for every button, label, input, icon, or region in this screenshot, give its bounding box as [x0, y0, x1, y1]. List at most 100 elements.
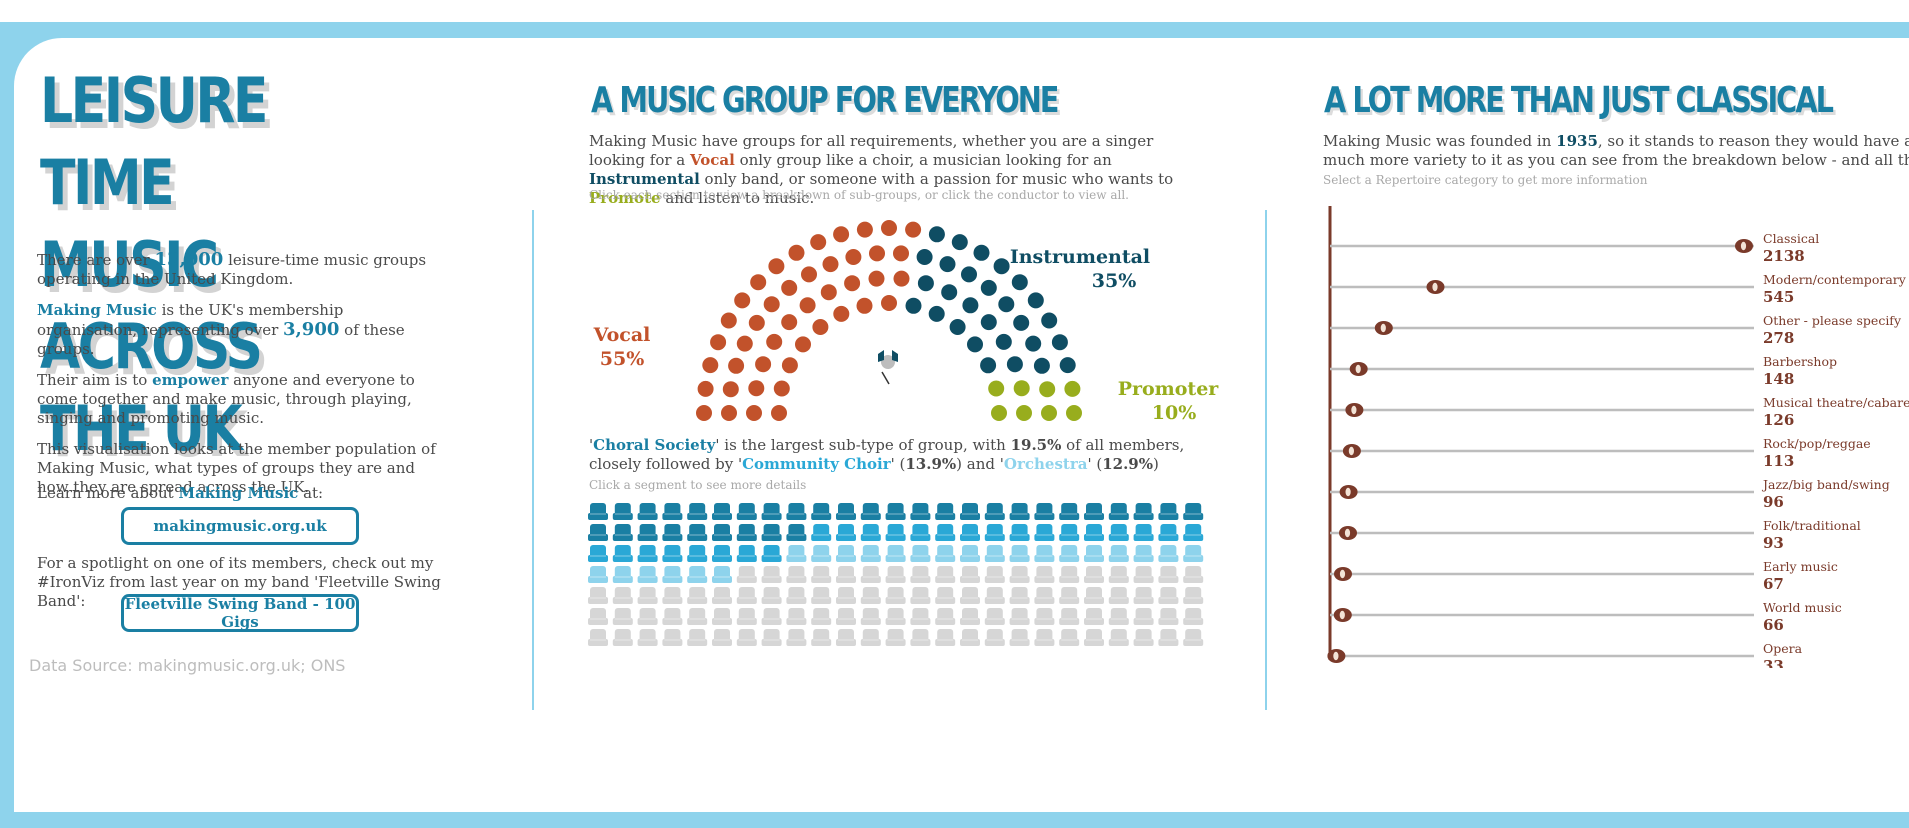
instrumental-seat-dot[interactable] [967, 336, 983, 353]
vocal-seat-dot[interactable] [766, 333, 783, 350]
other-seat[interactable] [687, 608, 708, 625]
other-seat[interactable] [1108, 566, 1129, 583]
vocal-seat-dot[interactable] [720, 312, 737, 329]
other-seat[interactable] [1059, 608, 1080, 625]
category-label-world-music[interactable]: World music [1763, 600, 1842, 615]
instrumental-seat-dot[interactable] [928, 305, 945, 322]
vocal-seat-dot[interactable] [869, 245, 885, 262]
vocal-seat-dot[interactable] [844, 275, 861, 292]
choral-society-seat[interactable] [1034, 503, 1055, 520]
choral-society-seat[interactable] [687, 503, 708, 520]
community-choir-seat[interactable] [761, 545, 782, 562]
other-seat[interactable] [761, 587, 782, 604]
instrumental-seat-dot[interactable] [962, 297, 979, 314]
other-seat[interactable] [662, 629, 683, 646]
other-seat[interactable] [712, 608, 732, 625]
vocal-seat-dot[interactable] [728, 357, 745, 374]
other-seat[interactable] [1158, 629, 1179, 646]
vocal-seat-dot[interactable] [833, 226, 850, 243]
instrumental-seat-dot[interactable] [973, 244, 990, 261]
community-choir-seat[interactable] [984, 524, 1005, 541]
choral-society-seat[interactable] [637, 503, 658, 520]
orchestra-seat[interactable] [637, 566, 658, 583]
vocal-seat-dot[interactable] [881, 220, 897, 236]
promoter-seat-dot[interactable] [988, 380, 1005, 397]
other-seat[interactable] [712, 587, 732, 604]
instrumental-seat-dot[interactable] [1011, 274, 1028, 291]
orchestra-seat[interactable] [662, 566, 683, 583]
other-seat[interactable] [836, 587, 856, 604]
choral-society-seat[interactable] [761, 524, 782, 541]
other-seat[interactable] [1158, 608, 1179, 625]
instrumental-seat-dot[interactable] [928, 226, 945, 243]
other-seat[interactable] [1059, 566, 1080, 583]
other-seat[interactable] [588, 608, 608, 625]
community-choir-seat[interactable] [836, 524, 856, 541]
community-choir-seat[interactable] [1158, 524, 1179, 541]
choral-society-seat[interactable] [712, 524, 732, 541]
category-label-jazz-big-band-swing[interactable]: Jazz/big band/swing [1761, 477, 1890, 492]
other-seat[interactable] [1009, 629, 1030, 646]
instrumental-seat-dot[interactable] [1051, 334, 1068, 351]
other-seat[interactable] [1059, 587, 1080, 604]
promoter-seat-dot[interactable] [1066, 405, 1082, 421]
choral-society-seat[interactable] [736, 503, 757, 520]
other-seat[interactable] [1108, 608, 1129, 625]
other-seat[interactable] [1059, 629, 1080, 646]
community-choir-seat[interactable] [588, 545, 608, 562]
vocal-seat-dot[interactable] [750, 274, 767, 291]
category-label-opera[interactable]: Opera [1763, 641, 1803, 656]
orchestra-seat[interactable] [885, 545, 906, 562]
vocal-seat-dot[interactable] [702, 357, 719, 374]
vocal-seat-dot[interactable] [868, 270, 885, 287]
other-seat[interactable] [1034, 629, 1055, 646]
instrumental-seat-dot[interactable] [905, 297, 922, 314]
other-seat[interactable] [761, 608, 782, 625]
community-choir-seat[interactable] [1009, 524, 1030, 541]
orchestra-seat[interactable] [811, 545, 832, 562]
promoter-seat-dot[interactable] [1041, 405, 1057, 421]
vocal-seat-dot[interactable] [893, 270, 910, 287]
community-choir-seat[interactable] [960, 524, 980, 541]
choral-society-seat[interactable] [662, 503, 683, 520]
other-seat[interactable] [1183, 587, 1204, 604]
other-seat[interactable] [885, 566, 906, 583]
vocal-seat-dot[interactable] [748, 314, 765, 331]
other-seat[interactable] [811, 629, 832, 646]
community-choir-seat[interactable] [910, 524, 931, 541]
other-seat[interactable] [786, 587, 807, 604]
other-seat[interactable] [885, 629, 906, 646]
other-seat[interactable] [637, 587, 658, 604]
other-seat[interactable] [960, 566, 980, 583]
instrumental-seat-dot[interactable] [1006, 356, 1023, 373]
vocal-seat-dot[interactable] [856, 221, 873, 238]
orchestra-seat[interactable] [712, 566, 732, 583]
choral-society-seat[interactable] [860, 503, 881, 520]
orchestra-seat[interactable] [1183, 545, 1204, 562]
vocal-seat-dot[interactable] [697, 380, 714, 397]
category-label-modern-contemporary-classical[interactable]: Modern/contemporary classical [1763, 272, 1909, 287]
vocal-seat-dot[interactable] [822, 256, 839, 273]
other-seat[interactable] [935, 566, 956, 583]
other-seat[interactable] [1034, 587, 1055, 604]
choral-society-seat[interactable] [960, 503, 980, 520]
other-seat[interactable] [712, 629, 732, 646]
orchestra-seat[interactable] [1133, 545, 1154, 562]
choral-society-seat[interactable] [736, 524, 757, 541]
other-seat[interactable] [860, 629, 881, 646]
vocal-seat-dot[interactable] [781, 314, 798, 331]
category-label-folk-traditional[interactable]: Folk/traditional [1763, 518, 1861, 533]
instrumental-seat-dot[interactable] [961, 266, 977, 283]
promoter-seat-dot[interactable] [1013, 380, 1030, 397]
other-seat[interactable] [1084, 587, 1104, 604]
orchestra-seat[interactable] [1059, 545, 1080, 562]
other-seat[interactable] [1084, 629, 1104, 646]
other-seat[interactable] [1084, 608, 1104, 625]
vocal-seat-dot[interactable] [856, 297, 873, 314]
choral-society-seat[interactable] [588, 524, 608, 541]
other-seat[interactable] [910, 608, 931, 625]
other-seat[interactable] [736, 608, 757, 625]
promoter-seat-dot[interactable] [1039, 381, 1056, 398]
vocal-seat-dot[interactable] [801, 266, 817, 283]
